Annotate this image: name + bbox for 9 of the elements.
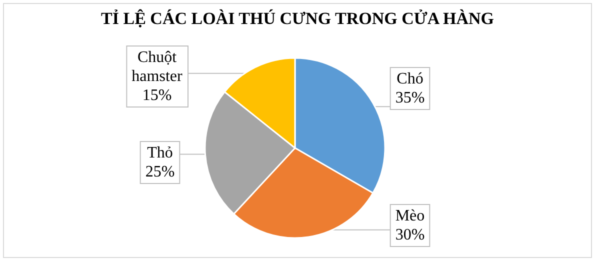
data-label: 15%: [142, 87, 172, 104]
slice-label: Mèo: [395, 208, 425, 224]
data-label: 25%: [145, 164, 175, 180]
data-label: 30%: [395, 226, 425, 244]
chart-title: TỈ LỆ CÁC LOÀI THÚ CƯNG TRONG CỬA HÀNG: [101, 9, 494, 28]
slice-label: Thỏ: [147, 144, 173, 162]
slice-label: Chuột hamster: [132, 49, 183, 85]
slice-label: Chó: [396, 70, 424, 88]
data-label: 35%: [395, 90, 425, 106]
